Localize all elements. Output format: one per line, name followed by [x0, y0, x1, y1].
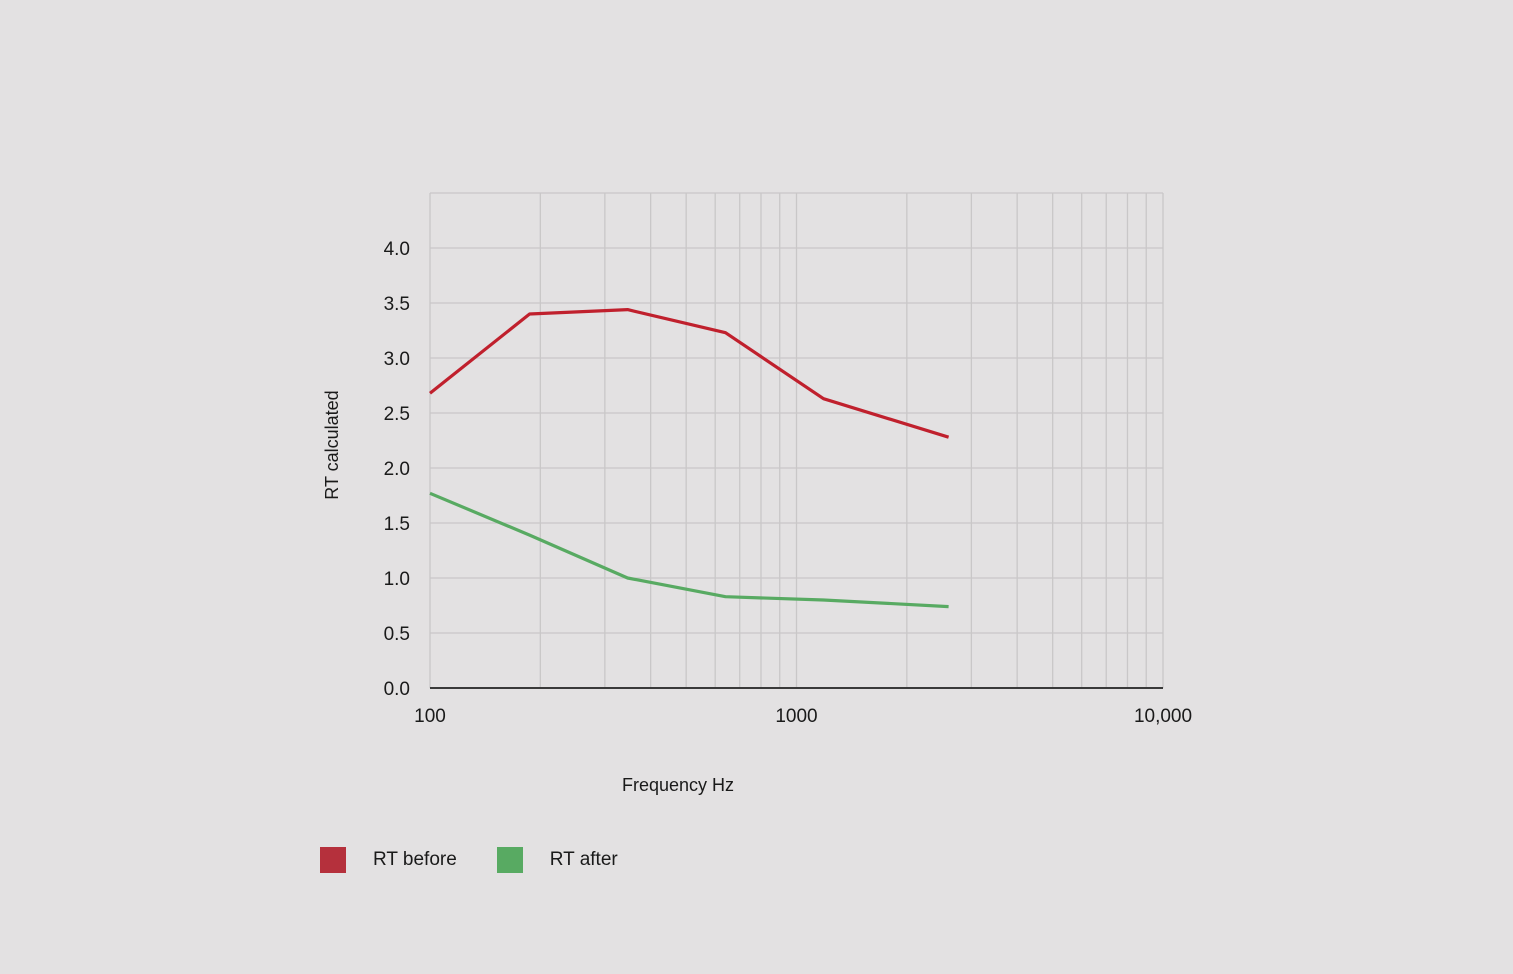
- legend-swatch: [320, 847, 346, 873]
- y-tick-label: 2.5: [384, 404, 410, 425]
- x-tick-label: 1000: [775, 706, 817, 727]
- legend-label: RT after: [549, 849, 618, 870]
- y-tick-label: 2.0: [384, 459, 410, 480]
- y-tick-label: 0.5: [384, 624, 410, 645]
- legend-label: RT before: [373, 849, 457, 870]
- y-tick-label: 1.5: [384, 514, 410, 535]
- y-tick-label: 3.0: [384, 349, 410, 370]
- x-axis-title: Frequency Hz: [622, 775, 734, 795]
- y-tick-label: 0.0: [384, 679, 410, 700]
- legend-item: RT before: [320, 847, 457, 873]
- tick-labels: 0.0 0.5 1.0 1.5 2.0 2.5 3.0 3.5 4.0 100 1000 10,000: [384, 239, 1192, 727]
- y-tick-label: 3.5: [384, 294, 410, 315]
- legend-swatch: [496, 847, 523, 873]
- y-axis-title: RT calculated: [322, 390, 342, 499]
- legend: RT before RT after: [320, 846, 658, 874]
- series-lines: [429, 308, 950, 609]
- series-line-rt-before: [429, 308, 950, 439]
- grid: [429, 192, 1164, 688]
- legend-item: RT after: [496, 847, 618, 873]
- x-tick-label: 10,000: [1134, 706, 1192, 727]
- y-tick-label: 1.0: [384, 569, 410, 590]
- series-line-rt-after: [429, 491, 949, 609]
- x-tick-label: 100: [414, 706, 446, 727]
- y-tick-label: 4.0: [384, 239, 410, 260]
